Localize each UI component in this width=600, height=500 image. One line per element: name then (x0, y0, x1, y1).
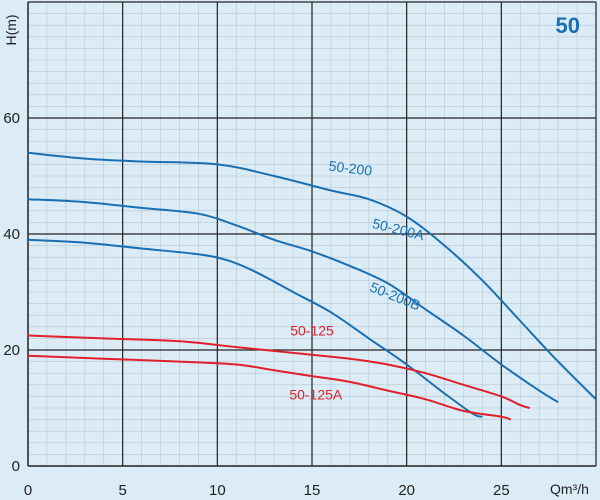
major-grid (28, 1, 597, 466)
y-tick-label: 0 (12, 458, 20, 475)
chart-badge: 50 (556, 13, 580, 38)
tick-labels: 0 5 10 15 20 25 0 20 40 60 (3, 110, 509, 499)
series-label-50-200b: 50-200B (368, 279, 423, 314)
x-tick-label: 0 (24, 482, 32, 499)
series-label-50-200: 50-200 (328, 158, 373, 179)
y-tick-label: 20 (3, 342, 20, 359)
series-label-50-125: 50-125 (290, 323, 334, 339)
y-axis-label: H(m) (3, 14, 19, 45)
x-axis-label: Qm³/h (550, 481, 589, 497)
series-labels: 50-200 50-200A 50-200B 50-125 50-125A (289, 158, 426, 403)
x-tick-label: 15 (304, 482, 321, 499)
y-tick-label: 60 (3, 110, 20, 127)
y-tick-label: 40 (3, 226, 20, 243)
series-label-50-200a: 50-200A (371, 215, 427, 243)
x-tick-label: 25 (493, 482, 510, 499)
series-line-50-200b (27, 238, 483, 418)
x-tick-label: 10 (209, 482, 226, 499)
series-line-50-125 (27, 334, 531, 409)
x-tick-label: 5 (118, 482, 126, 499)
series-line-50-125a (27, 354, 512, 421)
series-line-50-200 (27, 151, 597, 401)
x-tick-label: 20 (398, 482, 415, 499)
series-line-50-200a (27, 198, 559, 404)
series-curves (27, 151, 597, 421)
series-label-50-125a: 50-125A (289, 386, 343, 402)
axes (27, 2, 596, 467)
